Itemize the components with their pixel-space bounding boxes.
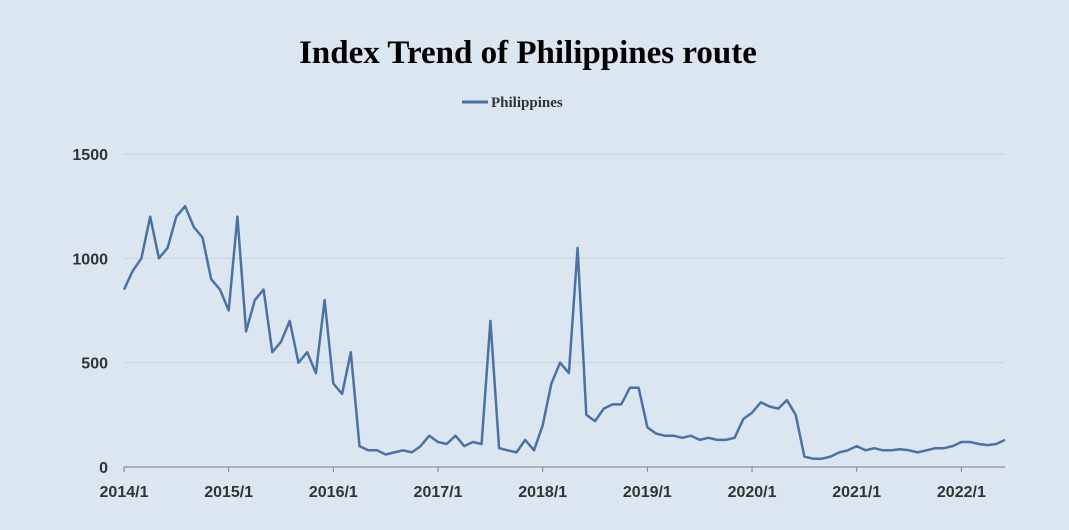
y-tick-label: 500 — [81, 356, 108, 373]
x-tick-label: 2021/1 — [832, 484, 881, 501]
y-tick-label: 0 — [99, 460, 108, 477]
x-tick-label: 2014/1 — [100, 484, 149, 501]
y-axis: 0 500 1000 1500 — [72, 147, 108, 477]
chart-title: Index Trend of Philippines route — [299, 35, 757, 71]
legend: Philippines — [462, 95, 563, 111]
x-tick-label: 2018/1 — [518, 484, 567, 501]
x-tick-label: 2017/1 — [414, 484, 463, 501]
x-tick-label: 2022/1 — [937, 484, 986, 501]
gridlines — [124, 153, 1005, 364]
x-tick-label: 2019/1 — [623, 484, 672, 501]
x-axis: 2014/1 2015/1 2016/1 2017/1 2018/1 2019/1 2020… — [100, 466, 1005, 501]
y-tick-label: 1500 — [72, 147, 108, 164]
y-tick-label: 1000 — [72, 251, 108, 268]
x-tick-label: 2016/1 — [309, 484, 358, 501]
series-line-philippines — [122, 204, 1006, 460]
x-tick-label: 2015/1 — [204, 484, 253, 501]
x-tick-label: 2020/1 — [728, 484, 777, 501]
legend-label: Philippines — [491, 95, 563, 111]
